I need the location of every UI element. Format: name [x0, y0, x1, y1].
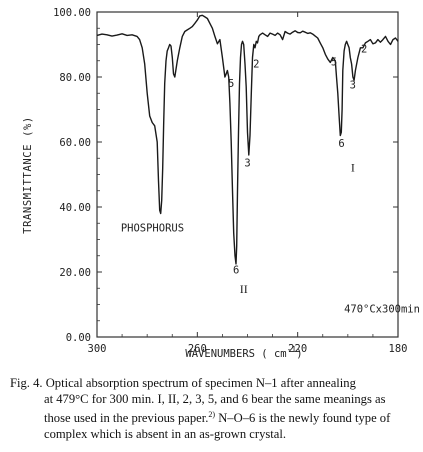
caption-line-2: at 479°C for 300 min. I, II, 2, 3, 5, an…	[44, 391, 386, 406]
y-tick-label: 40.00	[59, 202, 91, 214]
y-tick-label: 100.00	[53, 7, 91, 19]
annotation-label: 3	[244, 157, 250, 169]
annotation-label: PHOSPHORUS	[121, 222, 184, 234]
spectrum-line	[96, 14, 399, 265]
annotation-label: 2	[361, 44, 367, 56]
annotation-label: 5	[228, 78, 234, 90]
y-axis-label: TRANSMITTANCE (%)	[22, 116, 34, 234]
caption-line-3: those used in the previous paper.2) N–O–…	[44, 410, 391, 426]
annotation-label: 3	[350, 79, 356, 91]
x-tick-label: 260	[188, 343, 207, 355]
y-tick-label: 20.00	[59, 267, 91, 279]
caption-line-1: Fig. 4. Optical absorption spectrum of s…	[10, 376, 356, 390]
x-tick-label: 220	[288, 343, 307, 355]
annotation-label: 6	[233, 265, 239, 277]
x-axis-label: WAVENUMBERS ( cm-1)	[185, 345, 302, 360]
x-tick-label: 180	[389, 343, 408, 355]
x-tick-label: 300	[88, 343, 107, 355]
annotation-label: II	[240, 282, 248, 296]
annotation-label: 2	[253, 58, 259, 70]
y-tick-label: 0.00	[66, 332, 91, 344]
annotation-label: 5	[331, 57, 337, 69]
annotation-label: 6	[338, 138, 344, 150]
x-axis: 300 260 220 180	[88, 12, 408, 355]
annotation-label: I	[351, 160, 355, 174]
y-tick-label: 60.00	[59, 137, 91, 149]
annotation-label: 470°Cx300min	[344, 304, 420, 316]
y-axis: 0.00 20.00 40.00 60.00 80.00 100.00	[53, 7, 398, 344]
y-tick-label: 80.00	[59, 72, 91, 84]
figure-caption: Fig. 4. Optical absorption spectrum of s…	[10, 376, 416, 443]
caption-line-4: complex which is absent in an as-grown c…	[44, 426, 287, 441]
